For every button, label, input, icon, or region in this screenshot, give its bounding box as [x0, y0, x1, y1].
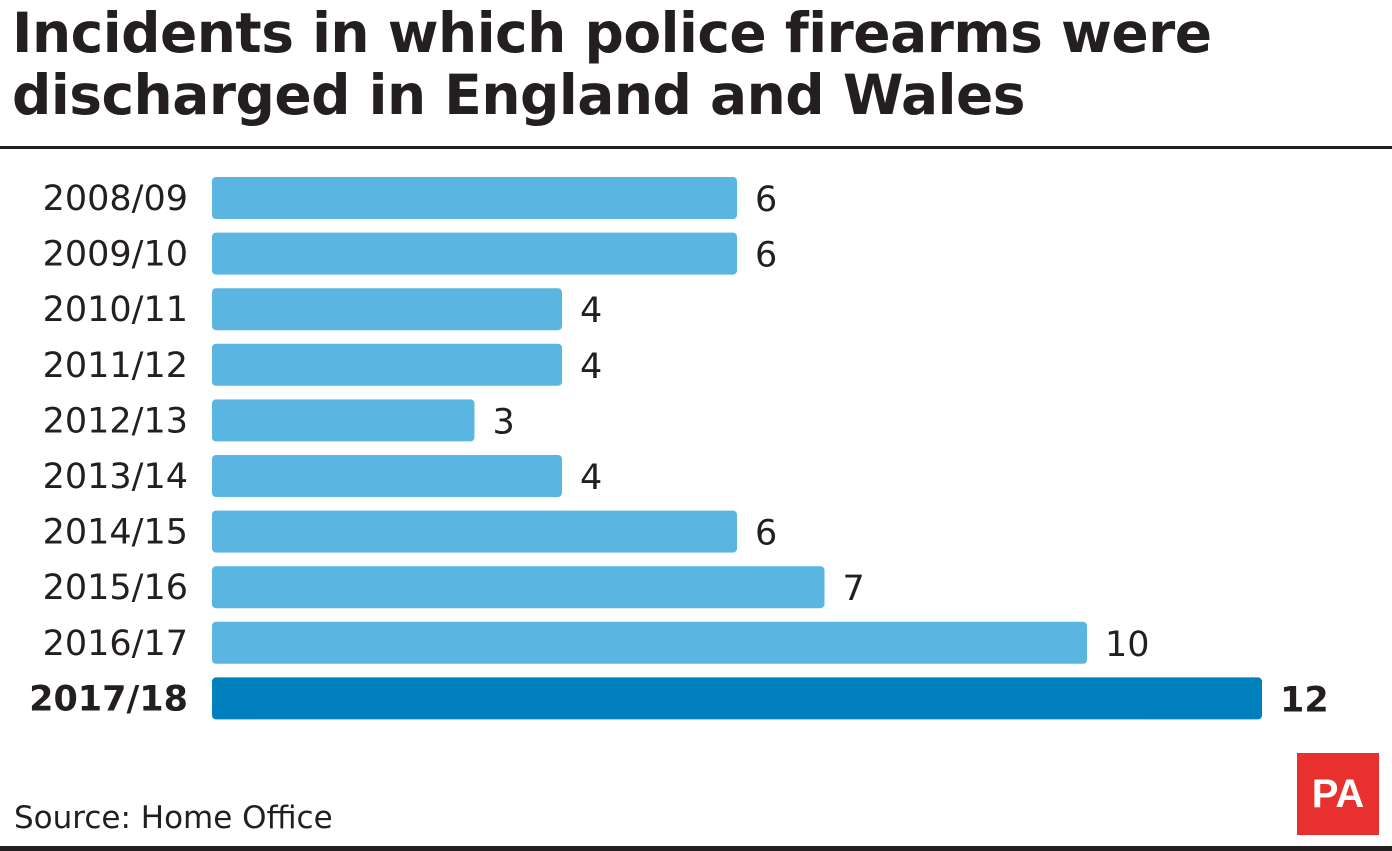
- bar: [212, 288, 562, 331]
- value-label: 6: [755, 236, 777, 276]
- bottom-divider: [0, 846, 1392, 851]
- category-label: 2017/18: [29, 679, 188, 719]
- chart-title: Incidents in which police firearms were …: [12, 1, 1212, 127]
- value-label: 10: [1105, 625, 1150, 665]
- category-label: 2008/09: [43, 179, 188, 219]
- value-label: 12: [1280, 680, 1329, 720]
- category-label: 2009/10: [43, 235, 188, 275]
- bar: [212, 677, 1262, 720]
- value-label: 4: [580, 458, 602, 498]
- value-label: 4: [580, 291, 602, 331]
- category-label: 2012/13: [43, 401, 188, 441]
- bar: [212, 399, 475, 442]
- category-label: 2015/16: [43, 568, 188, 608]
- category-label: 2013/14: [43, 457, 188, 497]
- value-label: 7: [843, 569, 865, 609]
- bar-chart: 2008/09 6 2009/10 6 2010/11 4 2011/12 4 2012/13 3…: [29, 177, 1329, 720]
- bar: [212, 621, 1087, 664]
- value-label: 3: [493, 402, 515, 442]
- value-label: 6: [755, 180, 777, 220]
- bar: [212, 455, 562, 497]
- category-label: 2010/11: [43, 290, 188, 330]
- value-label: 4: [580, 347, 602, 387]
- category-label: 2011/12: [43, 346, 188, 386]
- value-label: 6: [755, 514, 777, 554]
- source-note: Source: Home Office: [14, 800, 333, 836]
- category-label: 2014/15: [43, 513, 188, 553]
- bar: [212, 510, 737, 553]
- bar: [212, 343, 562, 386]
- category-label: 2016/17: [43, 624, 188, 664]
- bar: [212, 566, 825, 609]
- bar: [212, 177, 737, 219]
- title-divider: [0, 146, 1392, 149]
- bar: [212, 232, 737, 275]
- pa-logo: PA: [1297, 753, 1379, 835]
